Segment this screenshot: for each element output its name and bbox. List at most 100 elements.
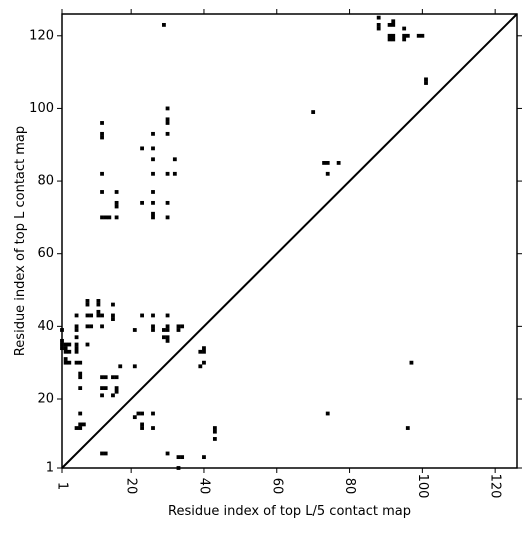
contact-point [89, 324, 94, 329]
contact-point [74, 346, 79, 351]
contact-point [212, 429, 217, 434]
contact-point [118, 364, 123, 369]
contact-point [424, 77, 428, 82]
contact-point [103, 215, 108, 220]
contact-point [172, 171, 177, 176]
contact-point [405, 33, 410, 38]
contact-point [151, 190, 155, 194]
contact-point [74, 324, 79, 329]
contact-point [96, 299, 101, 303]
contact-point [336, 161, 341, 165]
contact-point [387, 37, 392, 42]
x-tick-label: 20 [124, 478, 139, 495]
contact-point [387, 22, 392, 27]
contact-point [100, 131, 104, 136]
contact-point [63, 360, 68, 365]
contact-point [132, 415, 137, 420]
contact-point [416, 33, 421, 38]
contact-point [114, 375, 119, 380]
contact-point [96, 302, 101, 307]
contact-point [409, 360, 414, 365]
contact-point [100, 121, 104, 125]
contact-point [140, 411, 144, 416]
contact-point [212, 437, 217, 441]
contact-point [162, 22, 166, 27]
contact-point [96, 313, 101, 318]
contact-point [67, 360, 72, 365]
contact-point [165, 451, 170, 456]
contact-point [151, 157, 155, 162]
contact-point [132, 364, 137, 369]
contact-point [140, 313, 144, 318]
x-axis-label: Residue index of top L/5 contact map [168, 504, 411, 519]
contact-point [172, 157, 177, 162]
contact-point [325, 171, 330, 176]
contact-point [100, 190, 104, 194]
contact-point [100, 135, 104, 140]
x-tick-label: 80 [342, 478, 357, 495]
contact-point [74, 342, 79, 347]
contact-point [151, 324, 155, 329]
contact-point [140, 200, 144, 205]
contact-point [198, 364, 203, 369]
contact-point [111, 302, 115, 307]
contact-point [325, 411, 330, 416]
contact-point [162, 328, 166, 332]
contact-point [376, 15, 381, 20]
contact-point [180, 324, 185, 329]
y-axis-label: Residue index of top L contact map [13, 126, 28, 356]
x-axis-ticks: 1 20 40 60 80 100 120 [55, 9, 503, 498]
contact-point [402, 26, 407, 31]
contact-point [165, 335, 170, 340]
contact-point [325, 161, 330, 165]
contact-point [165, 324, 170, 329]
contact-point [165, 171, 170, 176]
contact-point [376, 26, 381, 31]
contact-point [165, 121, 170, 125]
contact-point [111, 313, 115, 318]
contact-point [63, 349, 68, 354]
contact-point [114, 386, 119, 390]
contact-point [136, 411, 141, 416]
contact-point [74, 313, 79, 318]
contact-point [162, 335, 166, 340]
contact-point [78, 371, 83, 376]
contact-point [140, 146, 144, 151]
contact-point [85, 302, 90, 307]
contact-point [100, 386, 104, 390]
contact-point [165, 215, 170, 220]
contact-point [402, 33, 407, 38]
contact-point [85, 313, 90, 318]
contact-point [100, 215, 104, 220]
contact-point [100, 171, 104, 176]
contact-point [96, 309, 101, 314]
contact-point [114, 200, 119, 205]
contact-point [165, 313, 170, 318]
contact-point [111, 393, 115, 398]
contact-point [78, 375, 83, 380]
contact-point [100, 324, 104, 329]
contact-point [420, 33, 425, 38]
contact-point [311, 110, 316, 114]
contact-point [114, 190, 119, 194]
contact-point [391, 37, 396, 42]
contact-point [151, 215, 155, 220]
contact-point [114, 204, 119, 209]
contact-point [74, 426, 79, 430]
contact-point [103, 451, 108, 456]
contact-point [100, 313, 104, 318]
contact-point [67, 349, 72, 354]
contact-point [165, 106, 170, 111]
contact-point [212, 426, 217, 430]
contact-point [202, 360, 206, 365]
contact-point [103, 375, 108, 380]
contact-point [74, 360, 79, 365]
contact-point [140, 426, 144, 430]
contact-point [176, 324, 181, 329]
y-tick-label: 40 [37, 319, 54, 334]
x-tick-label: 1 [55, 482, 70, 490]
contact-point [424, 81, 428, 85]
contact-point [198, 349, 203, 354]
diagonal-line [61, 13, 518, 469]
contact-point [402, 37, 407, 42]
